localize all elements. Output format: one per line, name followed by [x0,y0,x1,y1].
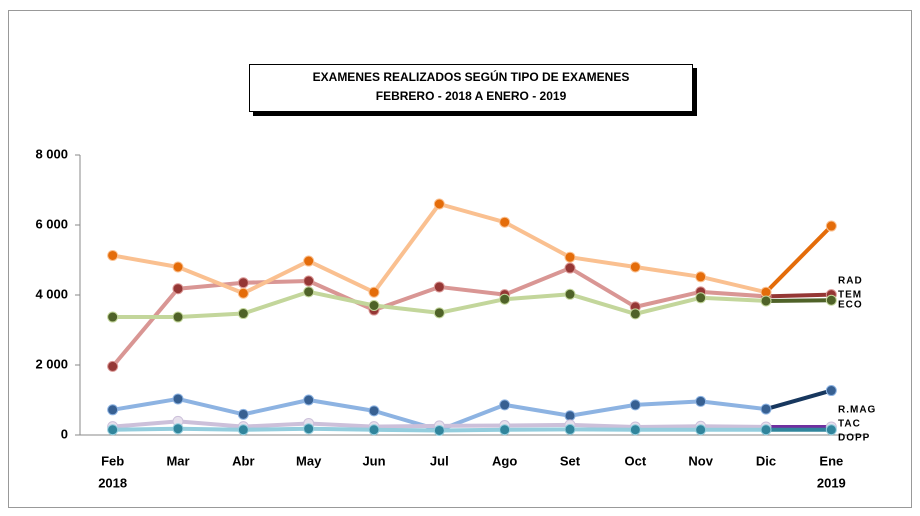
point [303,423,315,435]
point [629,399,641,411]
point [303,394,315,406]
y-tick-label: 8 000 [35,146,68,161]
point [629,261,641,273]
point [107,424,119,436]
point [172,311,184,323]
point [760,295,772,307]
point [825,294,837,306]
point [695,292,707,304]
point [172,393,184,405]
point [237,408,249,420]
x-tick-label: May [296,453,322,468]
x-tick-label: Jul [430,453,449,468]
point [107,249,119,261]
x-tick-label: Abr [232,453,254,468]
point [760,424,772,436]
x-tick-label: Ene [819,453,843,468]
x-tick-label: Set [560,453,581,468]
series-line-last [765,298,832,303]
title-box [249,64,693,112]
point [760,403,772,415]
point [499,424,511,436]
legend-label: TEM [838,290,862,301]
point [433,198,445,210]
y-tick-label: 2 000 [35,356,68,371]
point [629,308,641,320]
point [629,424,641,436]
point [564,262,576,274]
point [172,423,184,435]
point [499,399,511,411]
point [237,287,249,299]
point [433,424,445,436]
legend-label: R.MAG [838,405,876,416]
series-line-last [765,292,832,299]
point [237,277,249,289]
chart-subtitle: FEBRERO - 2018 A ENERO - 2019 [376,89,567,103]
x-sub-label: 2018 [98,475,127,490]
point [499,293,511,305]
point [303,275,315,287]
point [825,424,837,436]
legend-label: DOPP [838,433,870,444]
point [237,424,249,436]
point [825,220,837,232]
point [368,300,380,311]
point [107,311,119,323]
y-tick-label: 6 000 [35,216,68,231]
legend-label: ECO [838,300,863,311]
point [368,286,380,298]
point [368,405,380,417]
y-tick-label: 0 [61,426,68,441]
point [695,424,707,436]
x-tick-label: Dic [756,453,776,468]
x-tick-label: Feb [101,453,124,468]
point [564,288,576,300]
legend-label: TAC [838,419,861,430]
point [695,271,707,283]
point [825,385,837,397]
y-tick-label: 4 000 [35,286,68,301]
legend-label: RAD [838,276,863,287]
point [172,261,184,273]
point [433,307,445,319]
point [107,360,119,372]
point [107,404,119,416]
x-tick-label: Jun [362,453,385,468]
point [564,251,576,263]
point [433,281,445,293]
point [303,286,315,298]
x-tick-label: Ago [492,453,517,468]
series-line-last [765,388,832,412]
chart-title: EXAMENES REALIZADOS SEGÚN TIPO DE EXAMEN… [313,69,630,84]
x-tick-label: Oct [624,453,646,468]
point [172,283,184,295]
point [237,308,249,320]
point [368,424,380,436]
point [303,255,315,267]
series-line-last [764,224,833,294]
point [695,395,707,407]
x-tick-label: Mar [166,453,189,468]
x-tick-label: Nov [688,453,713,468]
point [499,216,511,228]
x-sub-label: 2019 [817,475,846,490]
point [564,423,576,435]
point [564,410,576,422]
